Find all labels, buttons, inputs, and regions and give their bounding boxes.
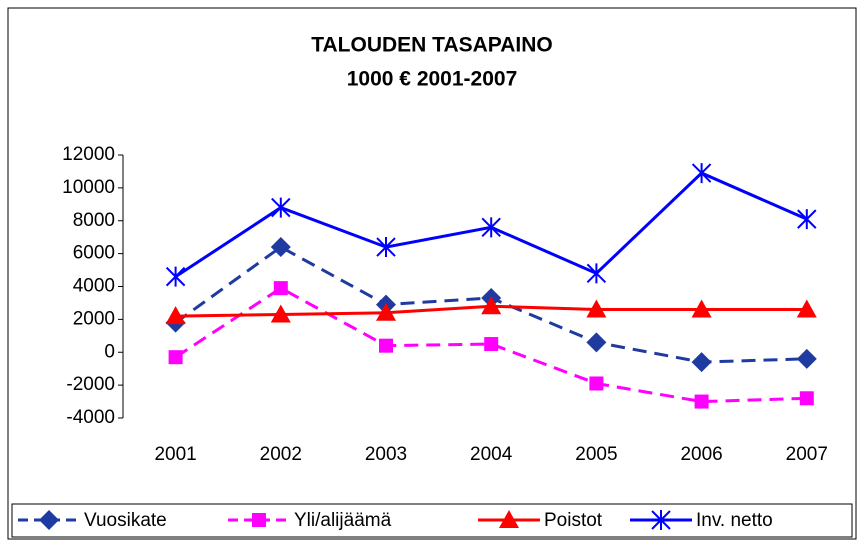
y-tick-label: -2000 (66, 374, 115, 395)
x-tick-label: 2006 (680, 444, 722, 465)
marker (39, 510, 59, 530)
legend-label: Yli/alijäämä (294, 510, 392, 531)
marker (379, 338, 393, 353)
marker (799, 391, 814, 406)
chart-border (7, 7, 857, 540)
legend-box (11, 503, 853, 538)
chart-title: TALOUDEN TASAPAINO (311, 34, 553, 57)
legend-label: Inv. netto (696, 510, 773, 531)
chart-subtitle: 1000 € 2001-2007 (347, 68, 518, 91)
x-tick-label: 2007 (786, 444, 828, 465)
y-tick-label: 6000 (73, 243, 115, 264)
marker (499, 510, 519, 528)
marker (796, 348, 817, 369)
x-tick-label: 2002 (260, 444, 302, 465)
marker (376, 302, 396, 321)
marker (271, 197, 291, 218)
marker (586, 299, 607, 318)
marker (252, 513, 266, 527)
marker (691, 352, 712, 373)
y-tick-label: 8000 (73, 210, 115, 231)
marker (376, 237, 396, 258)
marker (589, 376, 604, 391)
marker (270, 237, 291, 258)
marker (586, 263, 607, 284)
y-tick-label: 4000 (73, 276, 115, 297)
marker (796, 299, 817, 318)
marker (691, 299, 712, 318)
marker (165, 306, 186, 325)
y-tick-label: 2000 (73, 308, 115, 329)
x-tick-label: 2003 (365, 444, 407, 465)
x-tick-label: 2005 (575, 444, 617, 465)
marker (270, 304, 291, 323)
x-tick-label: 2001 (154, 444, 196, 465)
legend-label: Vuosikate (84, 510, 167, 531)
marker (694, 394, 709, 409)
x-tick-label: 2004 (470, 444, 513, 465)
y-tick-label: 0 (104, 341, 115, 362)
marker (691, 163, 712, 184)
marker (481, 217, 501, 238)
marker (165, 266, 186, 287)
marker (168, 350, 183, 365)
marker (484, 337, 499, 352)
y-tick-label: 12000 (62, 144, 115, 165)
marker (797, 209, 817, 230)
y-tick-label: 10000 (62, 177, 115, 198)
marker (481, 296, 502, 315)
marker (651, 510, 671, 530)
legend-label: Poistot (544, 510, 603, 531)
marker (586, 332, 607, 353)
marker (273, 281, 288, 296)
y-tick-label: -4000 (66, 407, 115, 428)
